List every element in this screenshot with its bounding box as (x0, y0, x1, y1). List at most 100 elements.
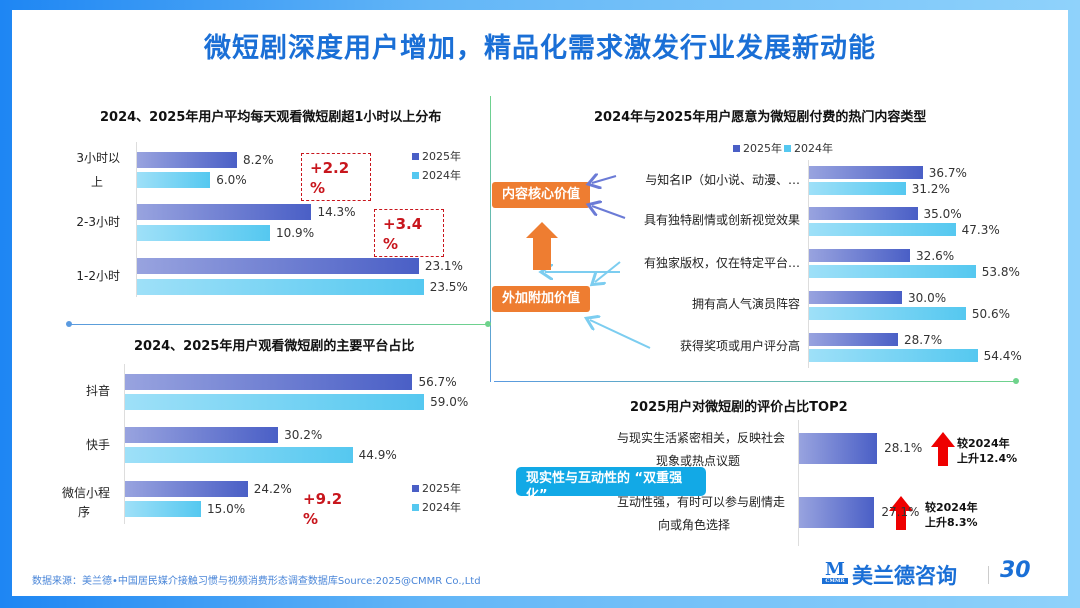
legend-2024: 2024年 (784, 140, 833, 156)
legend-2025: 2025年 (412, 148, 461, 164)
chart2-category: 抖音 (85, 384, 110, 398)
data-label: 15.0% (207, 502, 246, 516)
up-arrow-icon (526, 222, 558, 270)
bar-2024年 (137, 279, 424, 295)
bar-2024年 (125, 501, 202, 517)
chart4-category: 与现实生活紧密相关，反映社会 (616, 431, 785, 445)
page-title: 微短剧深度用户增加，精品化需求激发行业发展新动能 (204, 33, 876, 64)
chart3-title: 2024年与2025年用户愿意为微短剧付费的热门内容类型 (594, 110, 927, 125)
chart1-category: 1-2小时 (76, 269, 120, 283)
chart2-axis (124, 364, 125, 524)
bar-2024年 (125, 394, 425, 410)
diff-box (374, 209, 444, 257)
data-label: 44.9% (358, 448, 397, 462)
data-label: 23.5% (429, 280, 468, 294)
data-label: 14.3% (317, 205, 356, 219)
data-label: 36.7% (928, 165, 967, 180)
data-label: 24.2% (253, 482, 292, 496)
bar-2024年 (809, 307, 966, 320)
chart4-category: 向或角色选择 (657, 518, 730, 532)
data-label: 50.6% (971, 306, 1010, 321)
bar-2025年 (137, 204, 312, 220)
data-label: 31.2% (911, 181, 950, 196)
legend-2025: 2025年 (733, 140, 782, 156)
bar-2024年 (125, 447, 353, 463)
data-label: 27.1% (881, 505, 920, 519)
data-label: 35.0% (923, 206, 962, 221)
bar-value (799, 497, 875, 528)
bar-2024年 (809, 223, 956, 236)
change-label: 较2024年上升8.3% (925, 501, 978, 529)
chart2-category: 序 (77, 505, 90, 519)
chart4-category: 互动性强，有时可以参与剧情走 (616, 495, 785, 509)
source-note: 数据来源：美兰德•中国居民媒介接触习惯与视频消费形态调查数据库Source:20… (32, 576, 481, 587)
data-label: 8.2% (243, 153, 274, 167)
bar-2024年 (809, 265, 976, 278)
core-value-box: 内容核心价值 (492, 182, 590, 208)
chart3-category: 拥有高人气演员阵容 (691, 297, 800, 311)
data-label: 59.0% (430, 395, 469, 409)
logo-divider (988, 566, 989, 584)
legend-2025: 2025年 (412, 480, 461, 496)
divider-vertical (490, 96, 491, 382)
data-label: 10.9% (275, 226, 315, 240)
anniversary-logo: 30 (1000, 558, 1031, 583)
chart4-category: 现象或热点议题 (655, 454, 740, 468)
diff-value: +9.2 (303, 490, 343, 508)
divider-dot (1013, 378, 1019, 384)
diff-unit: % (383, 235, 399, 253)
bar-2025年 (809, 333, 898, 346)
data-label: 56.7% (418, 375, 457, 389)
divider-left (68, 324, 488, 325)
brand-logo-text: 美兰德咨询 (852, 564, 957, 588)
bar-2025年 (125, 427, 279, 443)
connector-arrows (526, 160, 651, 349)
bar-2025年 (809, 291, 902, 304)
data-label: 54.4% (983, 348, 1022, 363)
chart2-category: 快手 (85, 438, 110, 452)
chart4-axis (798, 420, 799, 546)
legend-2024: 2024年 (412, 499, 461, 515)
diff-unit: % (303, 510, 319, 528)
diff-unit: % (310, 179, 326, 197)
chart3-category: 具有独特剧情或创新视觉效果 (643, 213, 800, 227)
diff-box (301, 153, 371, 201)
chart2-category: 微信小程 (61, 486, 110, 500)
arrow-to-added (590, 320, 651, 349)
diff-value: +2.2 (310, 159, 350, 177)
legend-2024: 2024年 (412, 167, 461, 183)
chart4-title: 2025用户对微短剧的评价占比TOP2 (630, 400, 848, 415)
chart3-category: 获得奖项或用户评分高 (679, 339, 800, 353)
chart3-category: 与知名IP（如小说、动漫、… (645, 173, 800, 187)
divider-right (494, 381, 1016, 382)
bar-2025年 (125, 374, 413, 390)
diff-label: +2.2% (310, 158, 349, 198)
bar-2025年 (809, 207, 918, 220)
data-label: 53.8% (981, 264, 1020, 279)
bar-2025年 (809, 166, 923, 179)
data-label: 28.1% (884, 441, 923, 455)
chart1-category: 2-3小时 (76, 215, 120, 229)
arrow-to-core (592, 176, 617, 183)
data-label: 23.1% (424, 259, 463, 273)
diff-label: +9.2% (303, 489, 342, 529)
divider-dot (66, 321, 72, 327)
change-label: 较2024年上升12.4% (957, 437, 1018, 465)
data-label: 6.0% (216, 173, 247, 187)
chart3-category: 有独家版权，仅在特定平台… (643, 256, 800, 270)
chart3-axis (808, 160, 809, 368)
chart1-category: 上 (90, 175, 103, 189)
chart2-title: 2024、2025年用户观看微短剧的主要平台占比 (134, 339, 415, 354)
up-arrow-icon (931, 432, 955, 466)
bar-2025年 (809, 249, 911, 262)
arrow-to-core (592, 206, 626, 219)
bar-2025年 (137, 152, 238, 168)
data-label: 32.6% (916, 248, 955, 263)
bar-2024年 (137, 172, 211, 188)
diff-value: +3.4 (383, 215, 423, 233)
up-arrow-icon (889, 496, 913, 530)
bar-2024年 (137, 225, 270, 241)
diff-label: +3.4% (383, 214, 422, 254)
bar-2025年 (125, 481, 248, 497)
chart1-title: 2024、2025年用户平均每天观看微短剧超1小时以上分布 (100, 110, 442, 125)
